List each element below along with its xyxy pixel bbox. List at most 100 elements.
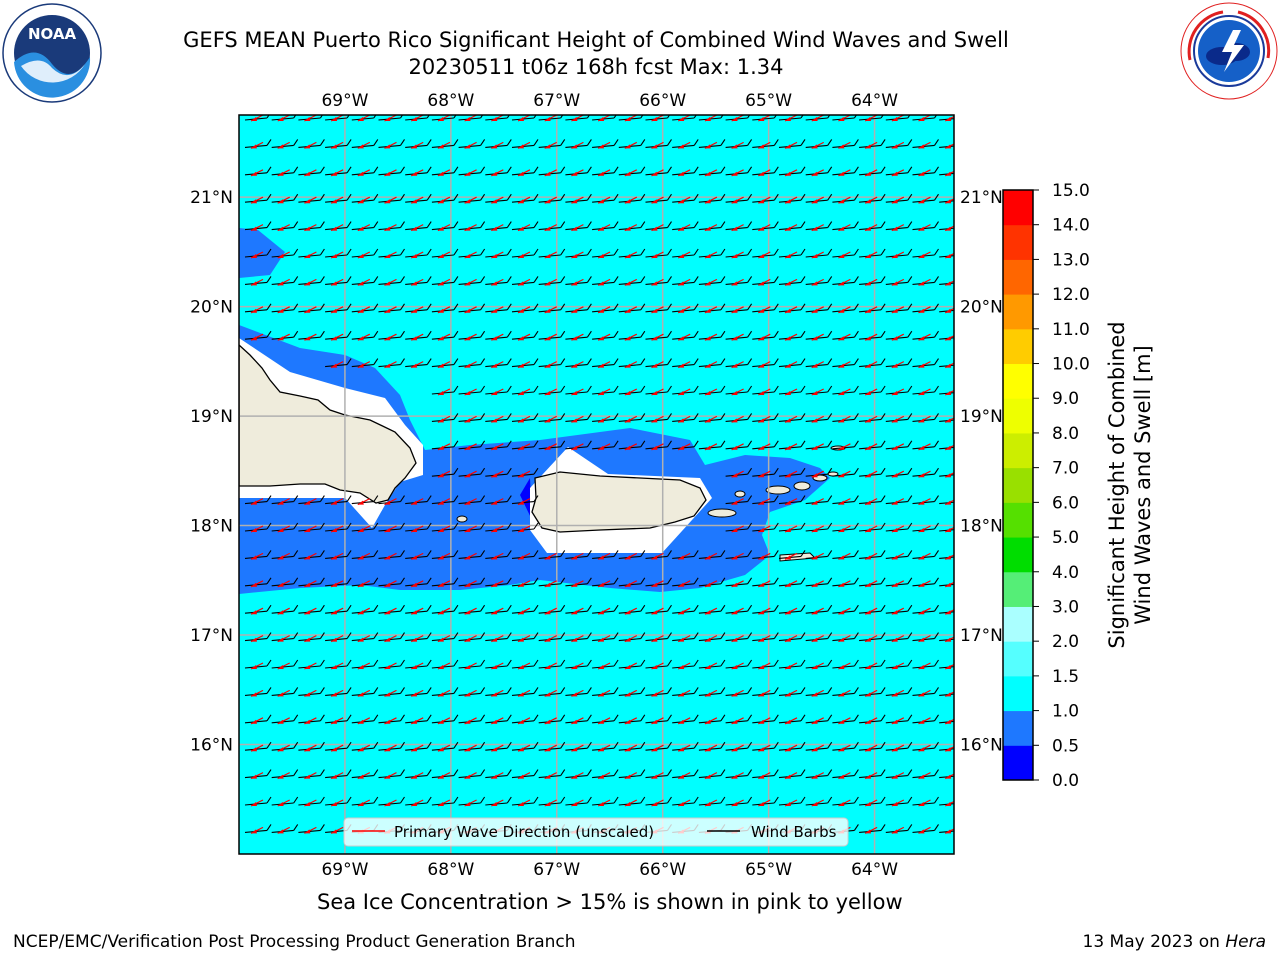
lon-label-bottom: 65°W (745, 860, 792, 880)
barb (565, 385, 592, 396)
barb (859, 687, 886, 697)
barb (298, 604, 325, 615)
barb (805, 467, 833, 478)
barb (458, 193, 486, 204)
lon-label-top: 64°W (851, 91, 898, 111)
barb (885, 115, 911, 122)
barb (511, 139, 539, 149)
barb (912, 385, 939, 396)
lon-labels-top: 69°W 68°W 67°W 66°W 65°W 64°W (321, 91, 898, 111)
barb (565, 358, 592, 369)
barb (405, 221, 432, 232)
barb (325, 550, 352, 560)
barb (912, 139, 939, 149)
barb (645, 330, 672, 341)
barb (325, 577, 352, 588)
barb (271, 193, 299, 204)
colorbar-tick-label: 1.0 (1052, 702, 1079, 722)
barb (805, 248, 833, 259)
barb (538, 577, 566, 588)
barb (752, 769, 779, 780)
barb (538, 440, 566, 451)
barb (244, 330, 272, 341)
barb (538, 413, 566, 423)
barb (592, 632, 619, 643)
barb (778, 687, 806, 697)
barb (511, 687, 539, 697)
barb (859, 522, 886, 533)
barb (431, 796, 459, 807)
barb (378, 330, 405, 341)
barb (885, 248, 913, 259)
barb (939, 472, 954, 478)
barb (458, 413, 486, 423)
map-area[interactable]: Primary Wave Direction (unscaled) Wind B… (239, 112, 965, 854)
barb (431, 221, 459, 232)
barb (565, 687, 592, 697)
barb (325, 495, 352, 506)
footer-date-text: 13 May 2023 on (1082, 932, 1226, 952)
barb (298, 714, 325, 725)
barb (859, 330, 886, 341)
footer-credit: NCEP/EMC/Verification Post Processing Pr… (13, 932, 576, 952)
barb (351, 632, 379, 643)
barb (805, 440, 833, 451)
barb (832, 687, 859, 697)
barb (859, 248, 886, 259)
colorbar-tick-label: 5.0 (1052, 528, 1079, 548)
barb (912, 248, 939, 259)
barb (832, 193, 859, 204)
barb (778, 467, 806, 478)
barb (565, 330, 592, 341)
barb (912, 659, 939, 670)
barb (431, 495, 459, 506)
barb (458, 550, 486, 560)
barb (752, 193, 779, 204)
barb (805, 522, 833, 533)
barb (325, 358, 352, 369)
barb (592, 440, 619, 451)
barb (778, 166, 806, 177)
barb (538, 358, 566, 369)
barb (698, 276, 726, 286)
barb (565, 604, 592, 615)
barb (511, 358, 539, 369)
barb (298, 276, 325, 286)
barb (885, 330, 913, 341)
barb (431, 193, 459, 204)
colorbar-tick-label: 11.0 (1052, 320, 1090, 340)
barb (939, 663, 954, 670)
barb (939, 362, 954, 369)
barb (592, 796, 619, 807)
barb (565, 577, 592, 588)
barb (912, 632, 939, 643)
barb (698, 741, 726, 752)
barb (351, 166, 379, 177)
lat-label-right: 16°N (960, 736, 1003, 756)
barb (431, 522, 459, 533)
barb (351, 248, 379, 259)
barb (485, 166, 512, 177)
barb (458, 769, 486, 780)
barb (592, 604, 619, 615)
barb (378, 193, 405, 204)
barb (698, 769, 726, 780)
barb (565, 659, 592, 670)
barb (592, 221, 619, 232)
barb (752, 440, 779, 451)
barb (538, 303, 566, 314)
barb (378, 632, 405, 643)
barb (271, 166, 299, 177)
barb (244, 276, 272, 286)
barb (565, 139, 592, 149)
barb (752, 632, 779, 643)
barb (351, 796, 379, 807)
lon-label-bottom: 69°W (321, 860, 368, 880)
barb (351, 769, 379, 780)
barb (485, 577, 512, 588)
barb (805, 413, 833, 423)
colorbar-swatch (1003, 328, 1033, 365)
barb (939, 225, 954, 232)
barb (511, 115, 537, 122)
barb (592, 413, 619, 423)
